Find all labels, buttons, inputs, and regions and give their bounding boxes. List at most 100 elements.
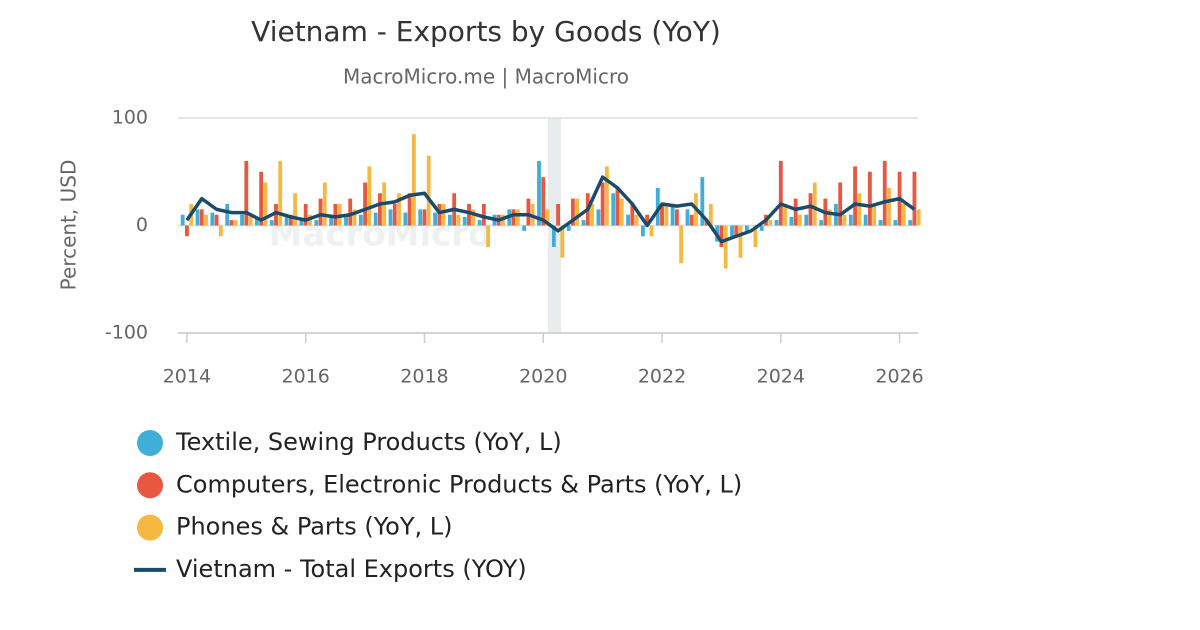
bar [912,171,917,226]
bar [853,166,857,226]
bar [244,161,249,226]
bar [467,204,471,226]
bar [437,204,442,226]
bar [486,225,491,247]
bar [655,187,660,226]
bar [664,204,669,226]
bar [448,214,452,226]
bar [180,214,185,226]
x-tick-label: 2020 [519,366,567,388]
bar [522,225,527,231]
bar [566,225,571,231]
bar [407,193,412,226]
bar [481,204,486,226]
bar [842,214,847,226]
bar [819,220,824,226]
bar [210,212,215,226]
bar [812,182,817,226]
bar [793,198,798,226]
bar [240,214,244,226]
bar [378,193,382,226]
bar [263,182,268,226]
bar [511,209,516,226]
legend-label: Textile, Sewing Products (YoY, L) [175,428,562,456]
bar [759,225,764,231]
bar [293,193,297,226]
bar [204,214,208,226]
chart-subtitle: MacroMicro.me | MacroMicro [343,65,629,89]
legend-swatch [137,430,163,456]
bar [352,209,357,226]
bar [248,214,253,226]
bar [660,204,664,226]
bar [284,216,289,226]
legend-swatch [137,514,163,541]
bar [233,220,238,226]
bar [278,161,283,226]
bar [426,155,431,226]
x-tick-label: 2026 [875,366,923,388]
bar [916,209,921,226]
bar [708,204,713,226]
bar [322,182,327,226]
bar [541,177,546,226]
bar [471,209,476,226]
bar [392,204,397,226]
bar [418,209,423,226]
bar [551,225,556,247]
bar [199,209,204,226]
bar [314,220,319,226]
x-tick-label: 2024 [757,366,805,388]
bar [649,225,654,237]
bar [590,204,594,226]
bar [411,134,416,226]
bar [645,214,650,226]
bar [738,225,743,258]
bar [388,209,393,226]
bar [768,220,773,226]
bar [422,209,427,226]
bar [882,161,887,226]
bar [689,214,694,226]
bar [403,212,408,226]
bar [229,220,234,226]
bar [887,187,891,226]
bar [344,214,348,226]
bar [630,204,635,226]
bar [615,187,620,226]
bar [373,212,378,226]
bar [908,220,913,226]
line [185,175,916,244]
bar [526,198,531,226]
bar [358,214,363,226]
bar [318,198,323,226]
bar [348,198,353,226]
bar [269,220,274,226]
bar [893,220,898,226]
bar [254,216,259,226]
bar [611,193,616,226]
bar [214,214,219,226]
bar [477,220,482,226]
y-axis-label: Percent, USD [57,160,81,291]
bar [789,216,794,226]
bar [848,214,853,226]
x-tick-label: 2022 [638,366,686,388]
bar [857,193,862,226]
bar [827,209,832,226]
x-tick-label: 2016 [282,366,330,388]
bar [723,225,728,269]
legend-label: Phones & Parts (YoY, L) [176,513,453,541]
bar [730,225,734,237]
bar [838,182,843,226]
bar [581,220,586,226]
bar [744,225,749,231]
bar [397,193,401,226]
legend-swatch [137,472,163,499]
bar [872,204,877,226]
bar [363,182,367,226]
bar [679,225,684,264]
bar [685,209,690,226]
bar [333,204,338,226]
bar [441,204,446,226]
